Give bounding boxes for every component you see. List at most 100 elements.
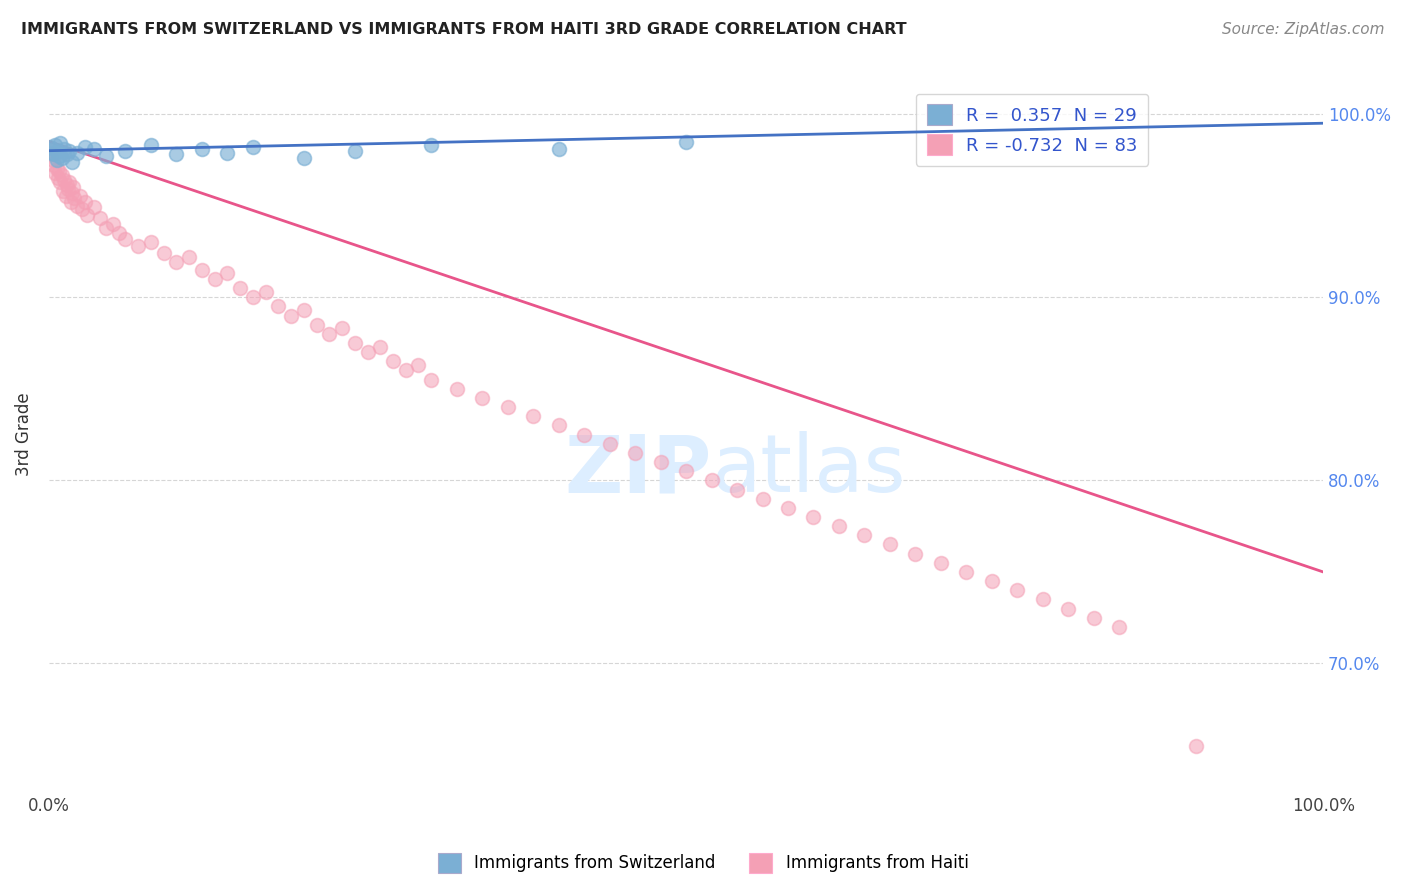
Point	[76, 208, 98, 222]
Point	[53, 142, 76, 156]
Y-axis label: 3rd Grade: 3rd Grade	[15, 392, 32, 476]
Point	[96, 149, 118, 163]
Point	[1057, 601, 1080, 615]
Point	[62, 180, 84, 194]
Point	[46, 171, 69, 186]
Point	[408, 358, 430, 372]
Point	[44, 138, 66, 153]
Point	[69, 189, 91, 203]
Point	[58, 175, 80, 189]
Point	[101, 217, 124, 231]
Point	[56, 147, 79, 161]
Point	[420, 373, 443, 387]
Point	[292, 151, 315, 165]
Legend: Immigrants from Switzerland, Immigrants from Haiti: Immigrants from Switzerland, Immigrants …	[430, 847, 976, 880]
Point	[803, 510, 825, 524]
Point	[53, 173, 76, 187]
Point	[496, 400, 519, 414]
Point	[56, 182, 79, 196]
Point	[267, 299, 290, 313]
Point	[48, 149, 70, 163]
Text: atlas: atlas	[711, 432, 905, 509]
Point	[42, 158, 65, 172]
Point	[51, 151, 73, 165]
Point	[58, 144, 80, 158]
Point	[83, 142, 105, 156]
Point	[471, 391, 494, 405]
Point	[1007, 583, 1029, 598]
Point	[44, 166, 66, 180]
Text: IMMIGRANTS FROM SWITZERLAND VS IMMIGRANTS FROM HAITI 3RD GRADE CORRELATION CHART: IMMIGRANTS FROM SWITZERLAND VS IMMIGRANT…	[21, 22, 907, 37]
Point	[343, 144, 366, 158]
Point	[382, 354, 405, 368]
Point	[751, 491, 773, 506]
Text: Source: ZipAtlas.com: Source: ZipAtlas.com	[1222, 22, 1385, 37]
Point	[41, 145, 63, 160]
Legend: R =  0.357  N = 29, R = -0.732  N = 83: R = 0.357 N = 29, R = -0.732 N = 83	[915, 94, 1149, 166]
Point	[51, 168, 73, 182]
Point	[624, 446, 647, 460]
Point	[60, 186, 83, 200]
Point	[49, 136, 72, 151]
Point	[879, 537, 901, 551]
Point	[73, 140, 96, 154]
Point	[229, 281, 252, 295]
Point	[96, 220, 118, 235]
Point	[330, 321, 353, 335]
Point	[139, 138, 162, 153]
Point	[45, 161, 67, 176]
Point	[114, 144, 136, 158]
Point	[280, 309, 302, 323]
Point	[356, 345, 378, 359]
Point	[89, 211, 111, 226]
Point	[127, 239, 149, 253]
Point	[165, 255, 187, 269]
Point	[446, 382, 468, 396]
Point	[39, 140, 62, 154]
Point	[395, 363, 418, 377]
Point	[55, 189, 77, 203]
Point	[853, 528, 876, 542]
Point	[700, 474, 723, 488]
Point	[191, 262, 214, 277]
Point	[42, 153, 65, 167]
Point	[650, 455, 672, 469]
Point	[547, 142, 569, 156]
Point	[904, 547, 927, 561]
Point	[66, 199, 89, 213]
Point	[292, 303, 315, 318]
Point	[929, 556, 952, 570]
Point	[73, 194, 96, 209]
Point	[420, 138, 443, 153]
Point	[980, 574, 1002, 588]
Point	[48, 164, 70, 178]
Point	[675, 135, 697, 149]
Point	[49, 175, 72, 189]
Point	[343, 336, 366, 351]
Point	[599, 436, 621, 450]
Point	[66, 145, 89, 160]
Point	[242, 290, 264, 304]
Point	[254, 285, 277, 299]
Point	[368, 340, 391, 354]
Point	[59, 194, 82, 209]
Point	[1032, 592, 1054, 607]
Point	[42, 147, 65, 161]
Point	[63, 191, 86, 205]
Point	[1108, 620, 1130, 634]
Point	[165, 147, 187, 161]
Point	[955, 565, 977, 579]
Point	[60, 154, 83, 169]
Point	[217, 267, 239, 281]
Point	[725, 483, 748, 497]
Point	[242, 140, 264, 154]
Point	[204, 272, 226, 286]
Point	[42, 142, 65, 156]
Point	[318, 326, 340, 341]
Point	[191, 142, 214, 156]
Point	[152, 246, 174, 260]
Point	[41, 147, 63, 161]
Point	[179, 250, 201, 264]
Text: ZIP: ZIP	[564, 432, 711, 509]
Point	[56, 178, 79, 193]
